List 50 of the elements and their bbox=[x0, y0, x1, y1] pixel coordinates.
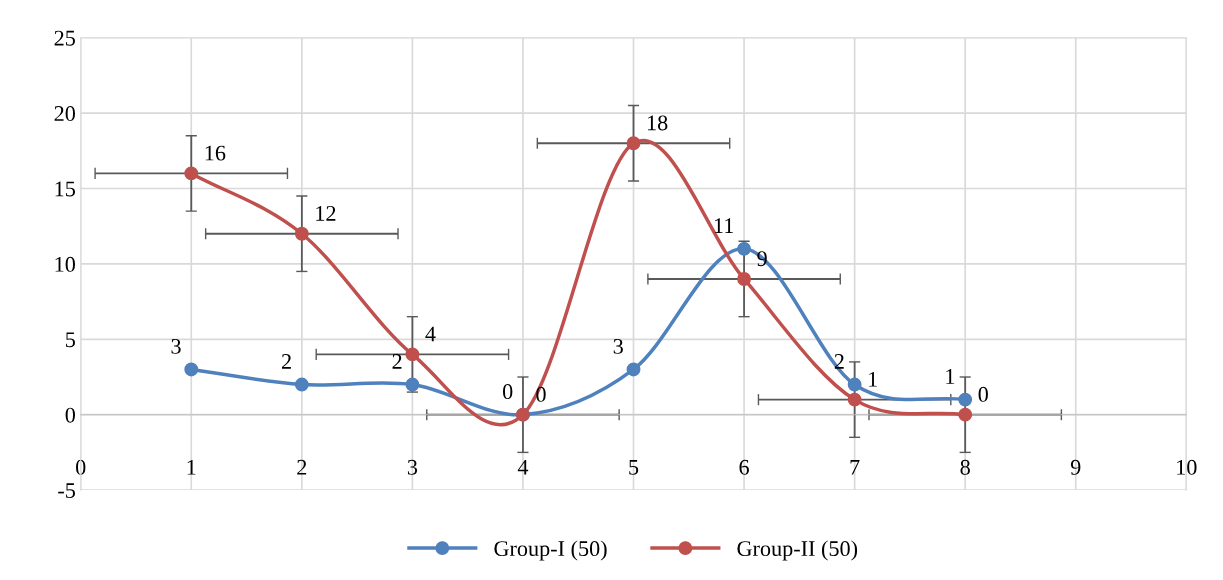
legend-label: Group-II (50) bbox=[737, 540, 858, 561]
x-tick-label: 8 bbox=[960, 459, 970, 475]
point bbox=[405, 347, 420, 362]
y-tick-label: 20 bbox=[54, 106, 76, 122]
data-label: 0 bbox=[978, 386, 988, 402]
y-tick-label: 5 bbox=[66, 332, 75, 348]
point bbox=[847, 377, 862, 392]
x-tick-label: 6 bbox=[739, 459, 749, 475]
data-label: 16 bbox=[205, 145, 226, 161]
data-label: 2 bbox=[281, 353, 291, 369]
point bbox=[294, 226, 309, 241]
data-label: 9 bbox=[757, 251, 767, 267]
data-label: 0 bbox=[536, 386, 546, 402]
y-tick-label: 15 bbox=[55, 181, 75, 197]
y-tick-label: -5 bbox=[58, 483, 75, 499]
data-label: 2 bbox=[392, 353, 402, 369]
x-tick-label: 3 bbox=[407, 459, 418, 475]
x-tick-label: 2 bbox=[297, 459, 307, 475]
point bbox=[958, 407, 973, 422]
x-tick-label: 10 bbox=[1177, 459, 1197, 475]
data-label: 0 bbox=[502, 384, 513, 400]
data-label: 12 bbox=[316, 205, 336, 221]
point bbox=[737, 241, 752, 256]
x-tick-label: 7 bbox=[850, 460, 860, 475]
point bbox=[626, 362, 641, 377]
point bbox=[405, 377, 420, 392]
legend-label: Group-I (50) bbox=[494, 540, 607, 561]
x-tick-label: 9 bbox=[1070, 459, 1081, 475]
point bbox=[184, 362, 199, 377]
data-label: 18 bbox=[647, 115, 668, 131]
data-label: 4 bbox=[425, 326, 436, 342]
point bbox=[626, 136, 641, 151]
data-label: 2 bbox=[834, 353, 844, 369]
point bbox=[737, 272, 752, 286]
y-tick-label: 25 bbox=[54, 30, 75, 46]
point bbox=[958, 392, 973, 407]
data-label: 3 bbox=[613, 338, 623, 354]
y-tick-label: 10 bbox=[55, 256, 76, 272]
x-tick-label: 4 bbox=[517, 459, 529, 475]
x-tick-label: 0 bbox=[76, 459, 86, 475]
x-tick-label: 1 bbox=[187, 459, 196, 475]
data-label: 11 bbox=[714, 218, 734, 233]
data-label: 1 bbox=[946, 369, 955, 384]
point bbox=[184, 166, 199, 181]
y-tick-label: 0 bbox=[65, 407, 76, 423]
point bbox=[847, 392, 862, 407]
data-label: 3 bbox=[171, 338, 181, 354]
x-tick-label: 5 bbox=[629, 460, 639, 475]
data-label: 1 bbox=[869, 371, 877, 387]
point bbox=[294, 377, 309, 392]
